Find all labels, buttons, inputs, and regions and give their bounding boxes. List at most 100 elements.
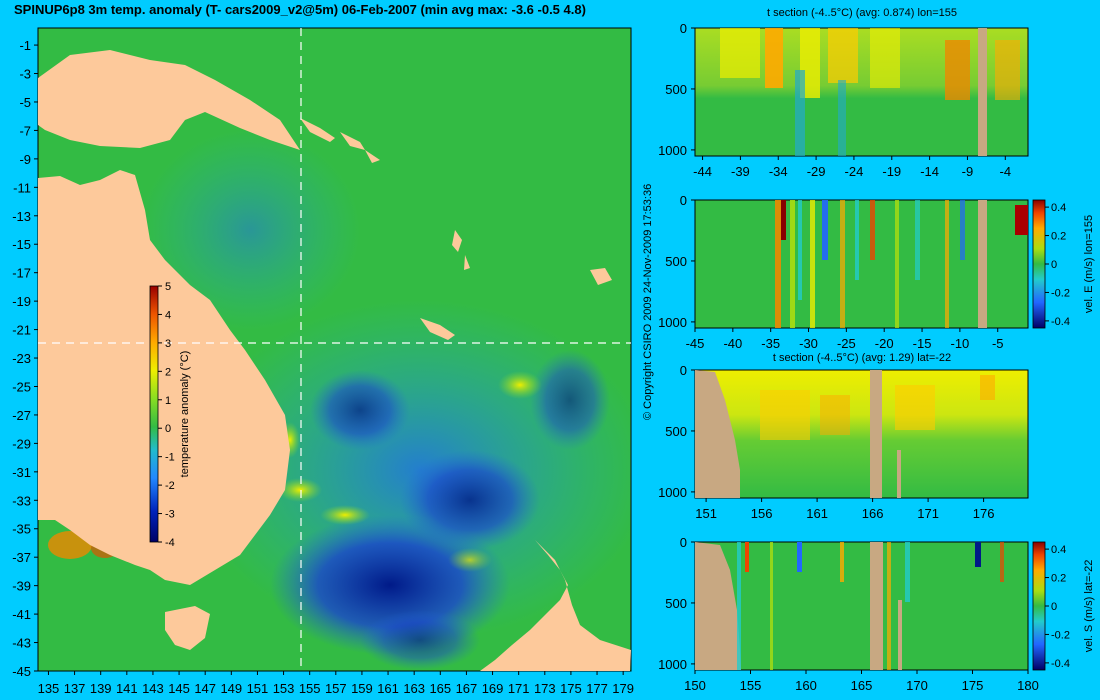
colorbar-tick-label: -2 (165, 480, 175, 492)
section-plot-area (694, 199, 1029, 329)
map-y-tick-label: -33 (12, 493, 31, 508)
section-x-tick-label: -45 (686, 336, 705, 351)
section-x-tick-label: 156 (751, 506, 773, 521)
section-y-axis: 0 500 1000 (658, 363, 695, 500)
map-x-tick-label: 151 (247, 681, 269, 696)
section-x-tick-label: 151 (695, 506, 717, 521)
section-x-tick-label: -34 (769, 164, 788, 179)
section-x-tick-label: 170 (906, 678, 928, 693)
colorbar-tick-label: 4 (165, 309, 171, 321)
map-field (38, 50, 631, 671)
section-y-tick-label: 0 (680, 535, 687, 550)
map-y-tick-label: -1 (19, 38, 31, 53)
section-x-tick-label: -4 (1000, 164, 1012, 179)
vel-colorbar-label: vel. E (m/s) lon=155 (1083, 215, 1095, 313)
cold-core (310, 370, 410, 450)
vel-colorbar-tick-label: 0 (1051, 259, 1057, 271)
section-x-tick-label: 175 (962, 678, 984, 693)
section-x-tick-label: -15 (913, 336, 932, 351)
colorbar-tick-label: 5 (165, 281, 171, 293)
map-x-tick-label: 169 (482, 681, 504, 696)
map-y-tick-label: -25 (12, 379, 31, 394)
section-y-axis: 0 500 1000 (658, 21, 695, 158)
map-y-tick-label: -41 (12, 607, 31, 622)
section-x-tick-label: -40 (723, 336, 742, 351)
vel-colorbar-tick-label: -0.4 (1051, 316, 1070, 328)
section-land (695, 370, 740, 498)
section-field (720, 28, 1020, 156)
section-y-tick-label: 1000 (658, 657, 687, 672)
section-x-tick-label: 150 (684, 678, 706, 693)
new-caledonia-land (420, 318, 455, 340)
section-x-tick-label: 155 (740, 678, 762, 693)
colorbar-tick-label: -4 (165, 537, 175, 549)
section-x-tick-label: 171 (917, 506, 939, 521)
vel-s-section-panel: 0.4 0.2 0 -0.2 -0.4 vel. S (m/s) lat=-22 150… (658, 535, 1095, 693)
map-panel: 135 137 139 141 143 145 147 149 151 153 155 157 159 1… (12, 27, 634, 696)
map-x-tick-label: 147 (194, 681, 216, 696)
section-x-tick-label: 176 (973, 506, 995, 521)
section-x-tick-label: -14 (920, 164, 939, 179)
cold-core (360, 610, 480, 670)
vel-colorbar-tick-label: 0.4 (1051, 544, 1066, 556)
map-y-tick-label: -31 (12, 465, 31, 480)
map-x-tick-label: 145 (168, 681, 190, 696)
vel-e-section-panel: 0.4 0.2 0 -0.2 -0.4 vel. E (m/s) lon=155 -45… (658, 193, 1095, 351)
section-y-tick-label: 500 (665, 596, 687, 611)
section-plot-area (694, 369, 1029, 499)
map-x-tick-label: 137 (64, 681, 86, 696)
map-x-tick-label: 155 (299, 681, 321, 696)
section-y-tick-label: 500 (665, 82, 687, 97)
map-colorbar-ticks: 5 4 3 2 1 0 -1 -2 -3 -4 (158, 281, 175, 549)
map-y-tick-label: -43 (12, 636, 31, 651)
section-y-axis: 0 500 1000 (658, 193, 695, 330)
vel-colorbar-tick-label: 0.2 (1051, 231, 1066, 243)
map-x-tick-label: 167 (456, 681, 478, 696)
colorbar-tick-label: 0 (165, 423, 171, 435)
colorbar-tick-label: 2 (165, 366, 171, 378)
colorbar-tick-label: -1 (165, 452, 175, 464)
map-x-tick-label: 161 (377, 681, 399, 696)
section-y-tick-label: 500 (665, 424, 687, 439)
vel-colorbar-tick-label: -0.2 (1051, 287, 1070, 299)
colorbar-tick-label: -3 (165, 509, 175, 521)
map-y-tick-label: -29 (12, 436, 31, 451)
map-x-tick-label: 179 (612, 681, 634, 696)
vel-colorbar-label: vel. S (m/s) lat=-22 (1083, 560, 1095, 653)
map-x-tick-label: 173 (534, 681, 556, 696)
vel-colorbar-ticks: 0.4 0.2 0 -0.2 -0.4 (1045, 544, 1070, 670)
map-x-tick-label: 149 (220, 681, 242, 696)
vel-colorbar-tick-label: 0.2 (1051, 573, 1066, 585)
vel-colorbar-tick-label: 0 (1051, 601, 1057, 613)
map-x-tick-label: 175 (560, 681, 582, 696)
section-x-tick-label: -20 (875, 336, 894, 351)
section-y-tick-label: 0 (680, 193, 687, 208)
map-x-tick-label: 165 (429, 681, 451, 696)
section-y-tick-label: 0 (680, 363, 687, 378)
map-y-tick-label: -39 (12, 579, 31, 594)
map-y-tick-label: -15 (12, 237, 31, 252)
section-x-tick-label: -10 (950, 336, 969, 351)
solomon-islands (300, 118, 380, 163)
map-x-tick-label: 157 (325, 681, 347, 696)
section-title: t section (-4..5°C) (avg: 0.874) lon=155 (767, 7, 957, 19)
vel-colorbar-ticks: 0.4 0.2 0 -0.2 -0.4 (1045, 202, 1070, 328)
cool-region (140, 130, 360, 330)
section-y-axis: 0 500 1000 (658, 535, 695, 672)
new-zealand-land (480, 540, 631, 671)
section-y-tick-label: 0 (680, 21, 687, 36)
section-x-tick-label: 166 (862, 506, 884, 521)
section-x-tick-label: -29 (807, 164, 826, 179)
map-x-tick-label: 143 (142, 681, 164, 696)
map-y-tick-label: -7 (19, 123, 31, 138)
warm-eddy (448, 548, 492, 572)
section-x-axis: -45 -40 -35 -30 -25 -20 -15 -10 -5 (686, 328, 1004, 351)
section-x-axis: -44 -39 -34 -29 -24 -19 -14 -9 -4 (693, 156, 1011, 179)
section-x-tick-label: 160 (795, 678, 817, 693)
warm-eddy (278, 478, 322, 502)
map-y-tick-label: -17 (12, 266, 31, 281)
t-section-lon-panel: t section (-4..5°C) (avg: 0.874) lon=155… (658, 7, 1029, 179)
fiji-islands (590, 268, 612, 285)
map-colorbar-label: temperature anomaly (°C) (179, 351, 191, 478)
map-x-tick-label: 153 (273, 681, 295, 696)
